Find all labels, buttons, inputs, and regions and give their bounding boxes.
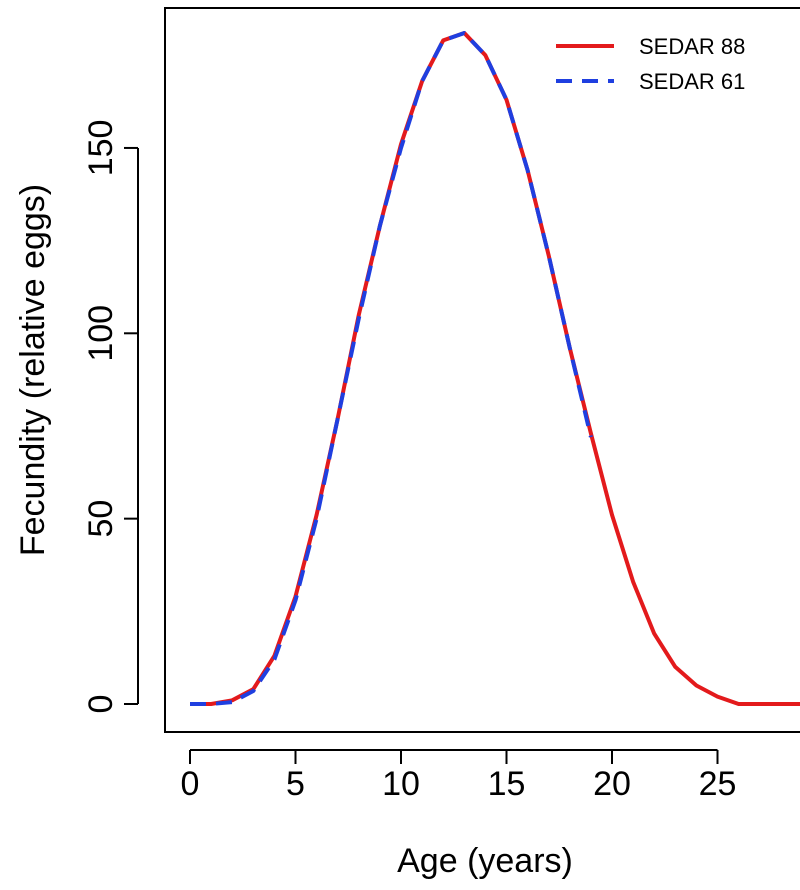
legend-label: SEDAR 88 [639, 34, 745, 59]
y-tick-label: 150 [82, 120, 120, 177]
x-tick-label: 25 [699, 765, 737, 803]
x-axis-title: Age (years) [397, 842, 573, 880]
y-tick-label: 100 [82, 305, 120, 362]
series-layer [190, 31, 800, 706]
series-line-sedar-88 [190, 31, 800, 706]
x-tick-label: 0 [181, 765, 200, 803]
legend-label: SEDAR 61 [639, 69, 745, 94]
legend: SEDAR 88 SEDAR 61 [556, 34, 745, 94]
x-axis: 0 5 10 15 20 25 [181, 749, 737, 803]
y-tick-label: 50 [82, 500, 120, 538]
plot-frame [164, 7, 800, 733]
x-tick-label: 15 [488, 765, 526, 803]
y-axis: 0 50 100 150 [82, 120, 139, 714]
x-tick-label: 10 [382, 765, 420, 803]
x-tick-label: 5 [286, 765, 305, 803]
y-axis-title: Fecundity (relative eggs) [14, 184, 52, 556]
y-tick-label: 0 [82, 695, 120, 714]
series-line-sedar-61 [190, 31, 593, 706]
x-tick-label: 20 [593, 765, 631, 803]
